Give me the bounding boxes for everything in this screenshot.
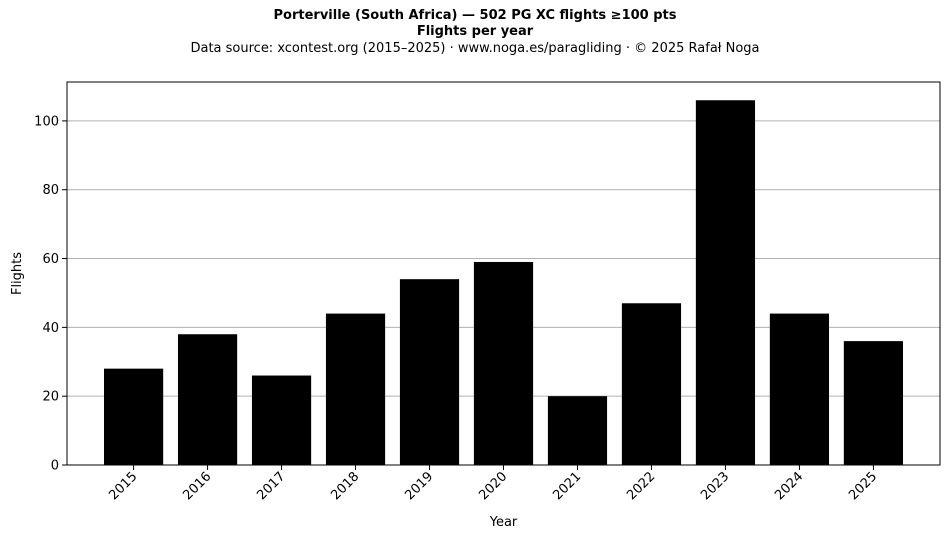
x-tick-label: 2017 [254, 469, 288, 503]
bar-2020 [473, 261, 534, 465]
y-tick-label: 60 [42, 252, 59, 267]
chart-titles: Porterville (South Africa) — 502 PG XC f… [0, 8, 950, 58]
x-tick-label: 2023 [698, 469, 732, 503]
bar-2019 [399, 279, 460, 465]
bar-2022 [621, 303, 682, 465]
bar-2023 [695, 100, 756, 465]
y-tick-label: 80 [42, 183, 59, 198]
x-tick-label: 2015 [106, 469, 140, 503]
y-tick-label: 20 [42, 390, 59, 405]
x-tick-label: 2022 [624, 469, 658, 503]
bar-2025 [843, 341, 904, 465]
x-tick-label: 2025 [846, 469, 880, 503]
bar-2016 [177, 334, 238, 465]
x-tick-label: 2016 [180, 469, 214, 503]
x-tick-label: 2020 [476, 469, 510, 503]
y-tick-label: 40 [42, 321, 59, 336]
y-tick-label: 100 [34, 114, 59, 129]
y-tick-label: 0 [51, 459, 59, 474]
bar-2021 [547, 396, 608, 465]
chart-source: Data source: xcontest.org (2015–2025) · … [190, 41, 760, 56]
chart-subtitle: Flights per year [416, 24, 534, 39]
x-axis-label: Year [489, 515, 518, 530]
bar-2024 [769, 313, 830, 465]
y-axis-label: Flights [10, 252, 25, 295]
x-tick-label: 2019 [402, 469, 436, 503]
bar-2015 [103, 368, 164, 465]
x-tick-label: 2024 [772, 469, 806, 503]
bar-2017 [251, 375, 312, 465]
x-tick-label: 2018 [328, 469, 362, 503]
chart-title: Porterville (South Africa) — 502 PG XC f… [273, 8, 677, 23]
x-tick-label: 2021 [550, 469, 584, 503]
bar-2018 [325, 313, 386, 465]
